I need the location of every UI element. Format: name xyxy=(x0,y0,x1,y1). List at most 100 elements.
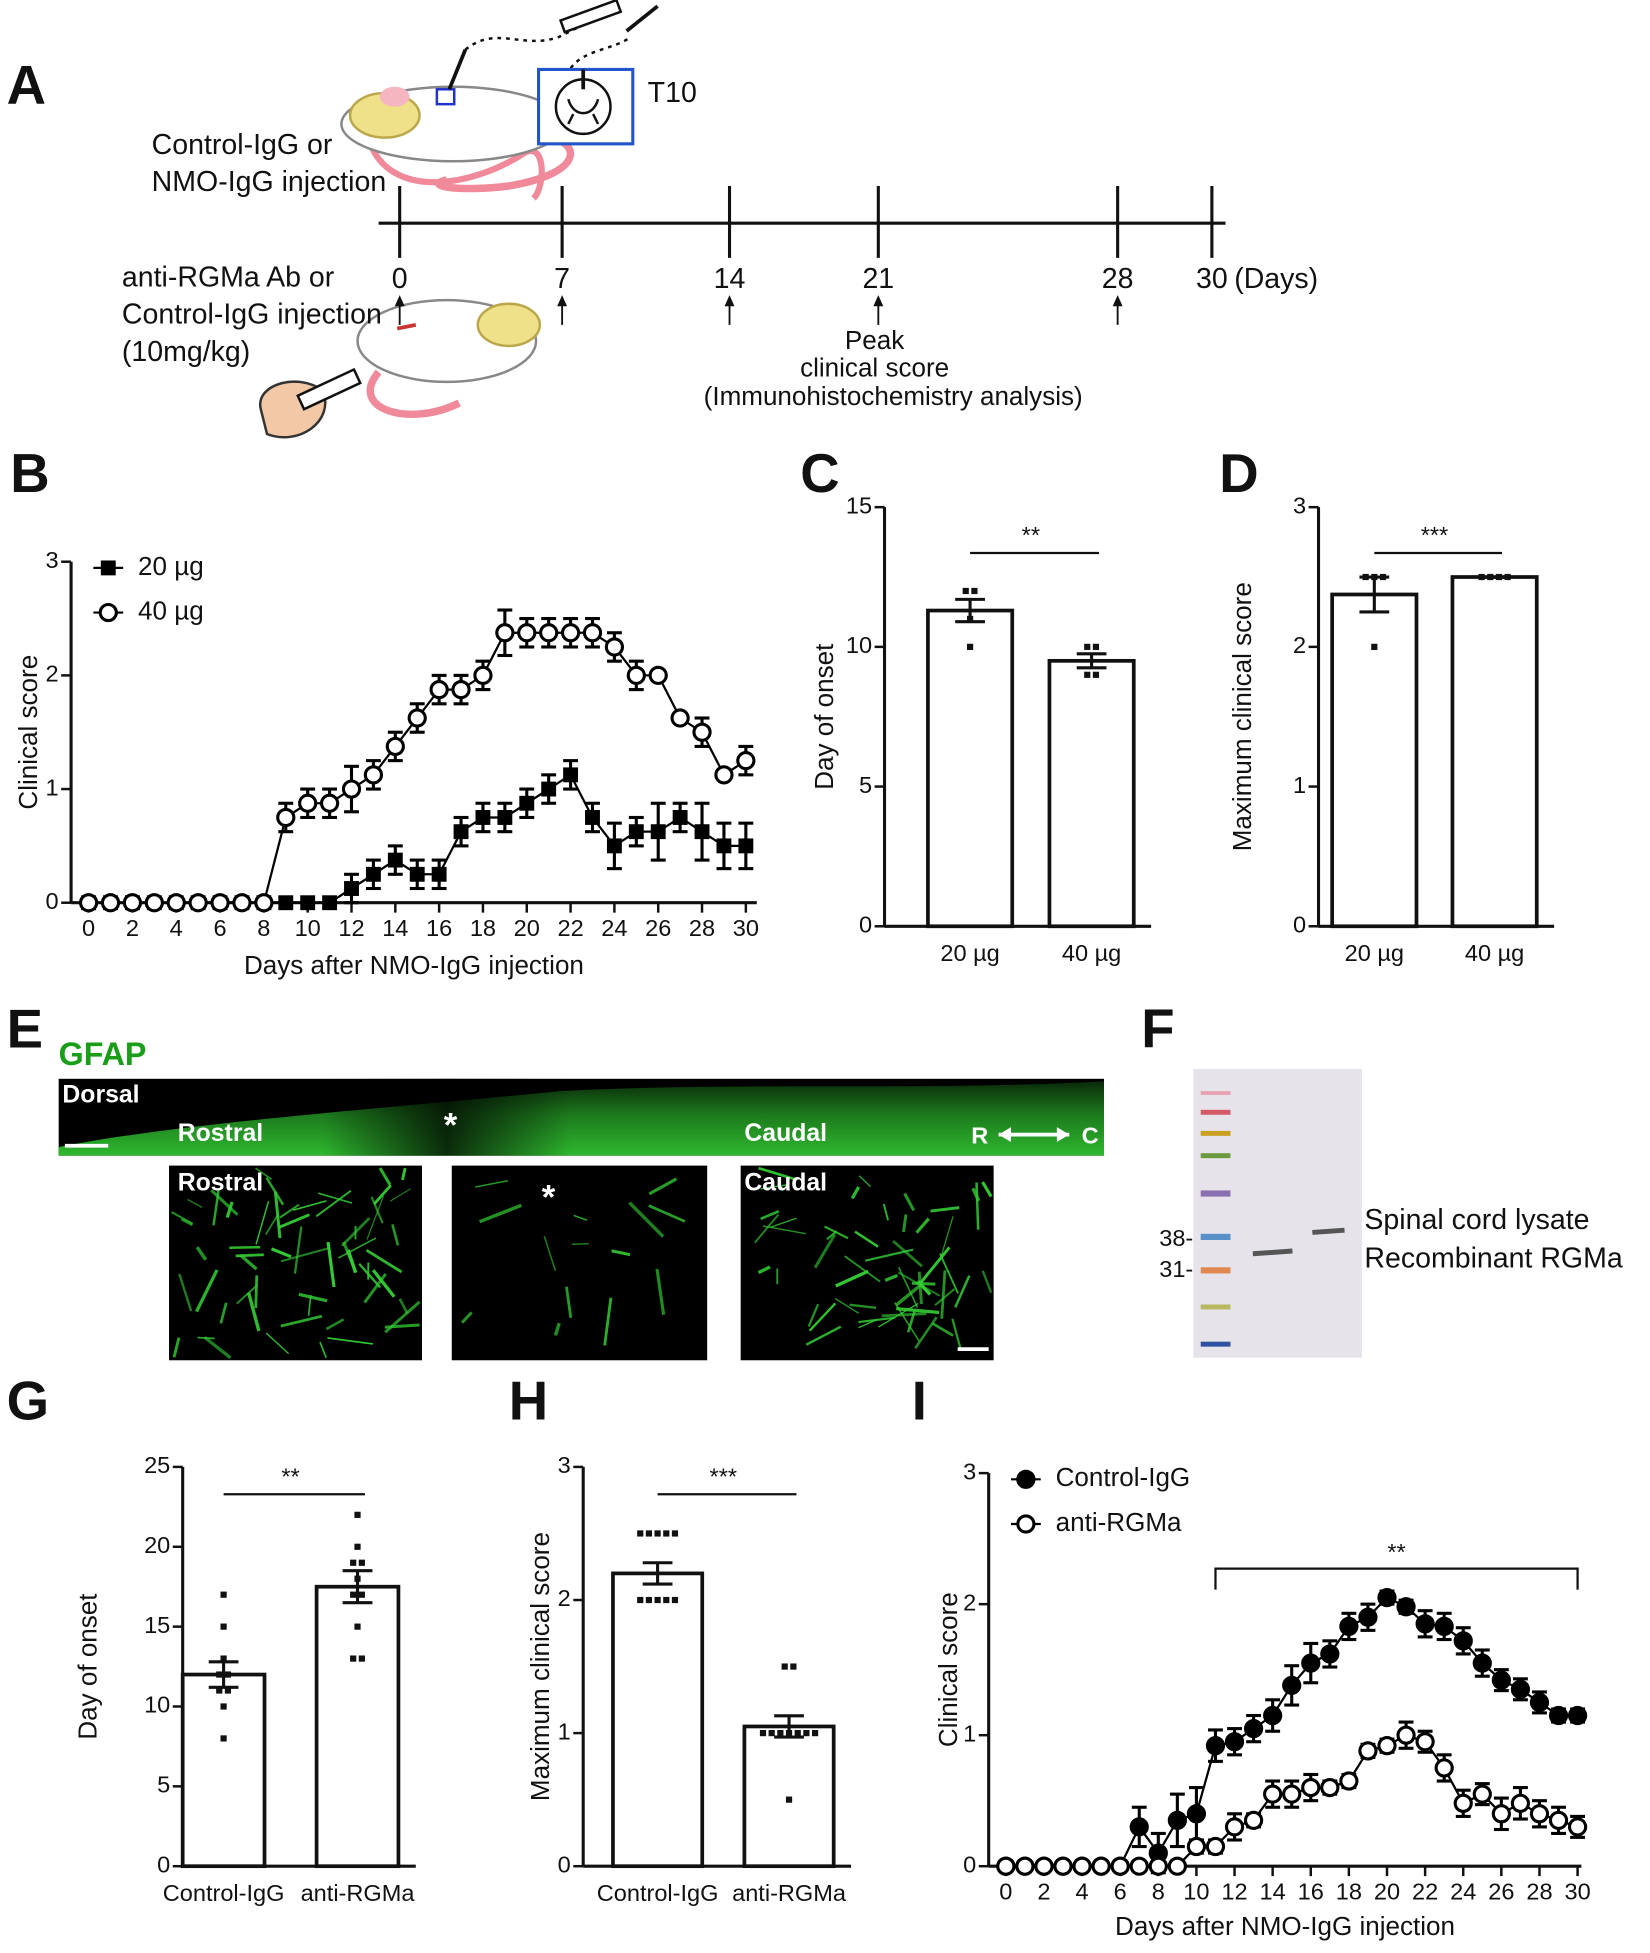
marker xyxy=(1282,1675,1302,1695)
marker xyxy=(1301,1653,1321,1673)
data-point xyxy=(354,1623,361,1630)
y-tick-label: 10 xyxy=(144,1692,170,1718)
marker xyxy=(1415,1732,1435,1752)
marker xyxy=(319,793,340,813)
marker xyxy=(431,866,447,882)
marker xyxy=(363,765,384,785)
data-point xyxy=(1362,573,1369,581)
data-point xyxy=(790,1663,797,1670)
marker xyxy=(298,793,318,813)
marker xyxy=(1282,1784,1302,1804)
marker xyxy=(497,810,513,825)
fiber xyxy=(573,1214,588,1221)
timeline-label: 30 xyxy=(1196,263,1228,295)
data-point xyxy=(350,1559,357,1566)
fiber xyxy=(270,1247,292,1259)
data-point xyxy=(224,1671,232,1678)
x-tick-label: 22 xyxy=(557,915,583,941)
marker xyxy=(429,679,449,700)
marker xyxy=(344,881,359,896)
marker xyxy=(539,623,559,643)
legend-label: 40 µg xyxy=(138,595,204,625)
marker xyxy=(122,893,143,913)
marker xyxy=(1491,1670,1511,1690)
panel-label: I xyxy=(912,1370,927,1431)
marker xyxy=(517,623,537,643)
x-tick-label: 0 xyxy=(82,915,95,941)
marker xyxy=(100,893,121,913)
x-tick-label: 14 xyxy=(1260,1879,1286,1905)
fiber xyxy=(971,1187,981,1202)
arrow-head xyxy=(557,295,568,307)
marker xyxy=(1415,1614,1435,1634)
marker xyxy=(341,779,362,799)
data-point xyxy=(759,1730,767,1737)
marker xyxy=(996,1856,1016,1876)
data-point xyxy=(216,1687,223,1694)
data-point xyxy=(654,1596,661,1604)
x-tick-label: 12 xyxy=(1221,1879,1247,1905)
bar xyxy=(1450,575,1539,929)
image-label: C xyxy=(1082,1122,1099,1148)
fiber xyxy=(648,1204,686,1223)
fiber xyxy=(903,1192,916,1212)
data-point xyxy=(350,1655,357,1662)
data-point xyxy=(785,1796,793,1803)
x-tick-label: 6 xyxy=(1114,1879,1127,1905)
marker xyxy=(1016,1514,1036,1534)
data-point xyxy=(637,1530,644,1537)
data-point xyxy=(794,1730,801,1737)
fiber xyxy=(975,1182,980,1230)
y-tick-label: 0 xyxy=(859,911,872,937)
x-tick-label: anti-RGMa xyxy=(301,1880,416,1906)
arrow-head xyxy=(724,295,735,307)
marker xyxy=(650,824,666,840)
timeline-label: 14 xyxy=(714,263,746,295)
x-tick-label: 40 µg xyxy=(1465,940,1524,966)
x-tick-label: 30 xyxy=(1564,1879,1590,1905)
bar xyxy=(742,1724,836,1869)
y-axis-label: Maximum clinical score xyxy=(1227,582,1257,851)
data-point xyxy=(354,1543,361,1550)
timeline-label: 7 xyxy=(554,263,570,295)
fiber xyxy=(805,1325,842,1346)
panel-label: D xyxy=(1219,443,1258,504)
fiber xyxy=(358,1262,382,1289)
marker xyxy=(1167,1810,1187,1830)
fiber xyxy=(882,1203,889,1221)
fiber xyxy=(373,1184,392,1205)
marker xyxy=(210,893,230,913)
data-point xyxy=(1084,643,1091,650)
fiber xyxy=(265,1176,285,1206)
y-tick-label: 0 xyxy=(46,888,59,914)
x-tick-label: 24 xyxy=(601,915,627,941)
marker xyxy=(98,602,118,623)
fiber xyxy=(178,1273,193,1312)
fiber xyxy=(239,1254,258,1271)
y-tick-label: 1 xyxy=(1293,772,1306,798)
marker xyxy=(1148,1856,1168,1876)
y-tick-label: 3 xyxy=(558,1452,571,1478)
timeline-unit: (Days) xyxy=(1234,263,1318,295)
y-axis-label: Maximum clinical score xyxy=(525,1532,555,1801)
marker xyxy=(1224,1732,1245,1752)
marker xyxy=(670,708,690,728)
marker xyxy=(606,838,622,854)
fiber xyxy=(255,1167,273,1180)
fiber xyxy=(850,1186,861,1200)
fiber xyxy=(365,1249,403,1274)
fiber xyxy=(762,1225,806,1235)
marker xyxy=(1567,1705,1588,1726)
x-tick-label: 18 xyxy=(1336,1879,1362,1905)
x-tick-label: 26 xyxy=(645,915,671,941)
marker xyxy=(1186,1836,1207,1857)
fiber xyxy=(325,1318,345,1331)
fiber xyxy=(648,1177,678,1196)
marker xyxy=(628,824,644,840)
x-tick-label: 28 xyxy=(1526,1879,1552,1905)
marker xyxy=(1358,1741,1378,1761)
x-tick-label: 16 xyxy=(1298,1879,1324,1905)
marker xyxy=(409,866,425,882)
fiber xyxy=(611,1249,631,1257)
fiber xyxy=(902,1214,908,1233)
